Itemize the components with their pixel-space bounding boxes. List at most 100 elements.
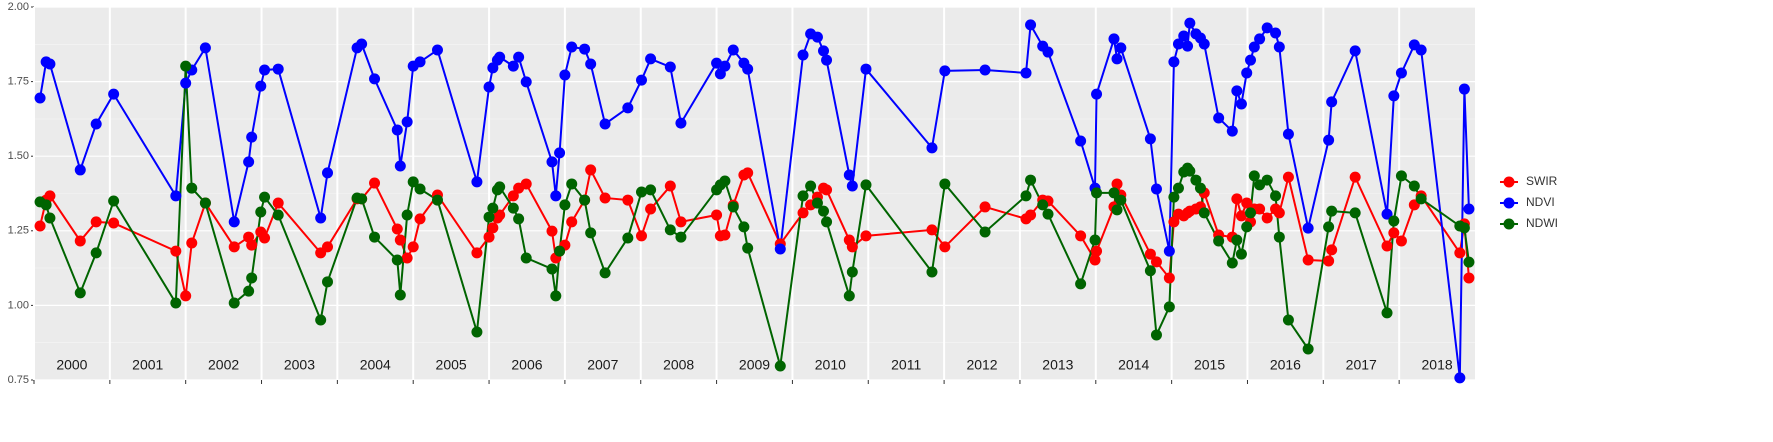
point (1235, 210, 1247, 222)
point (1025, 19, 1037, 31)
point (1025, 174, 1037, 186)
point (1273, 231, 1285, 243)
point (74, 164, 86, 176)
point (1302, 254, 1314, 266)
point (246, 131, 258, 143)
x-tick-label: 2008 (663, 357, 694, 373)
point (979, 64, 991, 76)
point (1150, 256, 1162, 268)
point (1241, 197, 1253, 209)
point (1235, 98, 1247, 110)
point (1245, 54, 1257, 66)
point (369, 73, 381, 85)
point (1270, 27, 1282, 39)
point (34, 220, 46, 232)
point (90, 118, 102, 130)
point (108, 88, 120, 100)
point (811, 31, 823, 43)
point (199, 42, 211, 54)
point (520, 178, 532, 190)
point (599, 118, 611, 130)
point (487, 202, 499, 214)
point (1091, 88, 1103, 100)
point (1150, 183, 1162, 195)
point (1231, 85, 1243, 97)
point (675, 117, 687, 129)
point (1282, 314, 1294, 326)
point (186, 237, 198, 249)
point (566, 178, 578, 190)
point (797, 190, 809, 202)
point (1020, 67, 1032, 79)
point (1168, 191, 1180, 203)
point (585, 227, 597, 239)
point (401, 209, 413, 221)
point (1042, 208, 1054, 220)
point (74, 287, 86, 299)
point (44, 190, 56, 202)
point (1226, 125, 1238, 137)
point (1144, 265, 1156, 277)
point (1454, 247, 1466, 259)
y-tick-label: 1.50 (8, 150, 29, 162)
point (1463, 203, 1475, 215)
point (414, 183, 426, 195)
point (711, 209, 723, 221)
point (322, 167, 334, 179)
point (860, 63, 872, 75)
legend-swatch (1503, 197, 1515, 209)
point (1020, 190, 1032, 202)
point (246, 272, 258, 284)
point (34, 92, 46, 104)
point (180, 290, 192, 302)
point (1273, 41, 1285, 53)
point (483, 81, 495, 93)
point (1235, 248, 1247, 260)
point (843, 290, 855, 302)
point (579, 43, 591, 55)
point (846, 266, 858, 278)
x-tick-label: 2013 (1042, 357, 1073, 373)
x-tick-label: 2006 (511, 357, 542, 373)
point (1323, 255, 1335, 267)
point (431, 44, 443, 56)
point (742, 63, 754, 75)
point (246, 239, 258, 251)
x-tick-label: 2018 (1422, 357, 1453, 373)
point (401, 252, 413, 264)
point (1226, 257, 1238, 269)
point (228, 216, 240, 228)
point (483, 211, 495, 223)
point (939, 241, 951, 253)
point (414, 213, 426, 225)
point (1089, 254, 1101, 266)
point (255, 206, 267, 218)
x-tick-label: 2017 (1346, 357, 1377, 373)
point (1349, 45, 1361, 57)
point (622, 232, 634, 244)
point (391, 124, 403, 136)
point (180, 60, 192, 72)
x-tick-label: 2007 (587, 357, 618, 373)
point (1075, 230, 1087, 242)
point (1323, 134, 1335, 146)
point (1108, 33, 1120, 45)
point (1241, 67, 1253, 79)
point (471, 326, 483, 338)
point (272, 63, 284, 75)
point (90, 247, 102, 259)
point (1182, 40, 1194, 52)
point (559, 69, 571, 81)
point (1042, 46, 1054, 58)
point (546, 263, 558, 275)
point (513, 51, 525, 63)
point (494, 181, 506, 193)
point (1463, 272, 1475, 284)
point (228, 241, 240, 253)
point (1025, 209, 1037, 221)
point (1111, 53, 1123, 65)
legend-label: NDWI (1526, 216, 1558, 230)
point (1326, 96, 1338, 108)
point (821, 184, 833, 196)
point (228, 297, 240, 309)
